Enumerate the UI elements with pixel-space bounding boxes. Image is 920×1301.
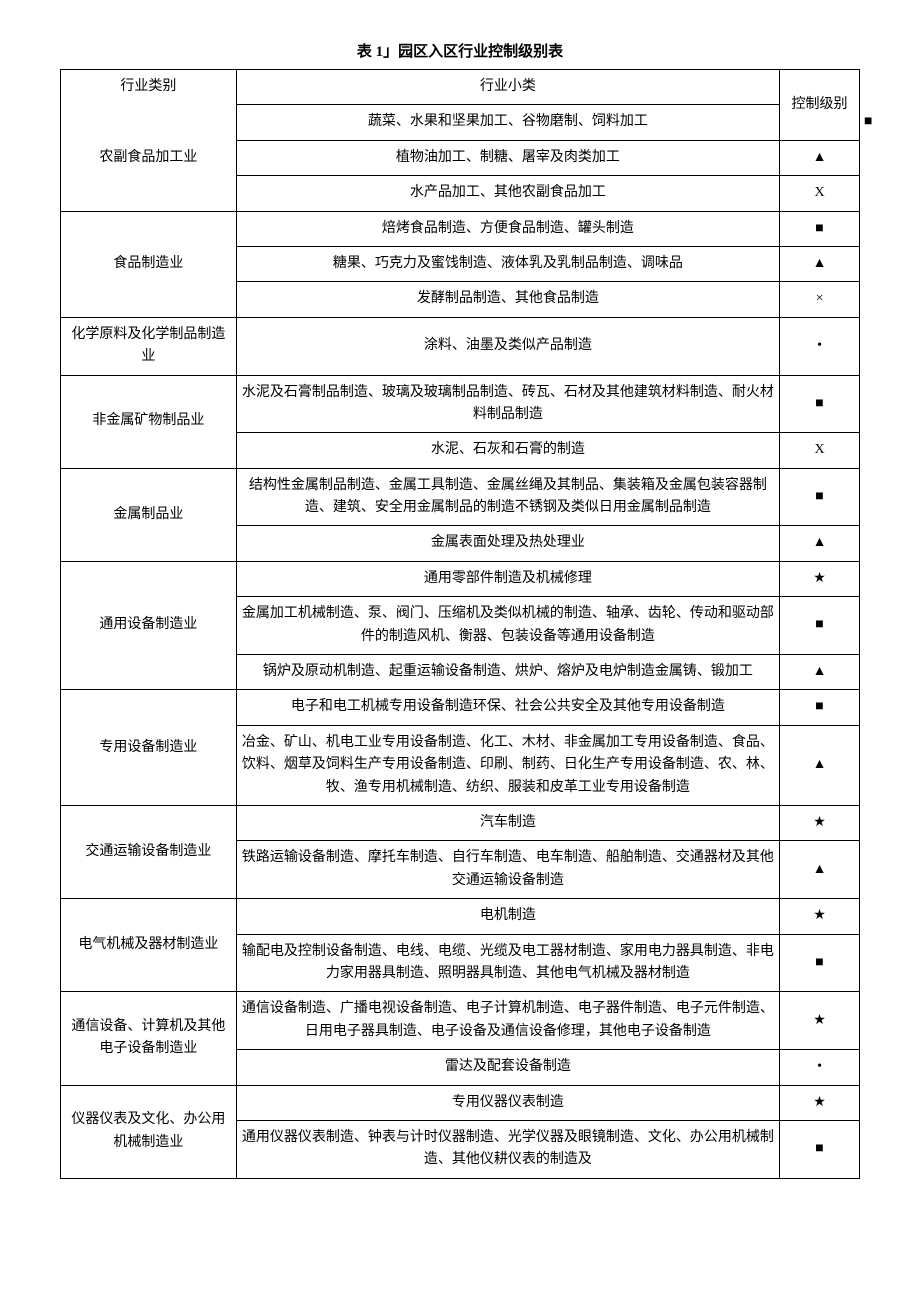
level-cell: ▲ [780, 246, 860, 281]
level-cell: × [780, 282, 860, 317]
subcategory-cell: 涂料、油墨及类似产品制造 [236, 317, 779, 375]
level-cell: ■ [780, 1120, 860, 1178]
subcategory-cell: 糖果、巧克力及蜜饯制造、液体乳及乳制品制造、调味品 [236, 246, 779, 281]
level-cell: ■ [780, 211, 860, 246]
table-row: 电气机械及器材制造业电机制造★ [61, 899, 860, 934]
category-cell: 交通运输设备制造业 [61, 805, 237, 898]
level-cell: X [780, 433, 860, 468]
level-cell: ■ [780, 597, 860, 655]
level-cell: • [780, 317, 860, 375]
table-row: 仪器仪表及文化、办公用机械制造业专用仪器仪表制造★ [61, 1085, 860, 1120]
category-cell: 食品制造业 [61, 211, 237, 317]
level-cell: ■ [780, 375, 860, 433]
subcategory-cell: 水产品加工、其他农副食品加工 [236, 176, 779, 211]
level-cell: ▲ [780, 655, 860, 690]
table-row: 化学原料及化学制品制造业涂料、油墨及类似产品制造• [61, 317, 860, 375]
subcategory-cell: 汽车制造 [236, 805, 779, 840]
table-header-row: 行业类别行业小类控制级别 [61, 70, 860, 105]
header-subcategory: 行业小类 [236, 70, 779, 105]
level-cell: • [780, 1050, 860, 1085]
category-cell: 通信设备、计算机及其他电子设备制造业 [61, 992, 237, 1085]
level-cell: ★ [780, 561, 860, 596]
subcategory-cell: 植物油加工、制糖、屠宰及肉类加工 [236, 140, 779, 175]
subcategory-cell: 水泥及石膏制品制造、玻璃及玻璃制品制造、砖瓦、石材及其他建筑材料制造、耐火材料制… [236, 375, 779, 433]
level-cell: ▲ [780, 140, 860, 175]
category-cell: 电气机械及器材制造业 [61, 899, 237, 992]
table-row: 通用设备制造业通用零部件制造及机械修理★ [61, 561, 860, 596]
subcategory-cell: 发酵制品制造、其他食品制造 [236, 282, 779, 317]
table-row: 金属制品业结构性金属制品制造、金属工具制造、金属丝绳及其制品、集装箱及金属包装容… [61, 468, 860, 526]
category-cell: 仪器仪表及文化、办公用机械制造业 [61, 1085, 237, 1178]
subcategory-cell: 输配电及控制设备制造、电线、电缆、光缆及电工器材制造、家用电力器具制造、非电力家… [236, 934, 779, 992]
level-cell: ★ [780, 899, 860, 934]
level-cell: ★ [780, 805, 860, 840]
subcategory-cell: 专用仪器仪表制造 [236, 1085, 779, 1120]
category-cell: 化学原料及化学制品制造业 [61, 317, 237, 375]
level-cell: ★ [780, 1085, 860, 1120]
subcategory-cell: 通用零部件制造及机械修理 [236, 561, 779, 596]
level-cell: X [780, 176, 860, 211]
subcategory-cell: 电子和电工机械专用设备制造环保、社会公共安全及其他专用设备制造 [236, 690, 779, 725]
level-cell: ■ [780, 468, 860, 526]
header-category: 行业类别 [61, 70, 237, 105]
subcategory-cell: 电机制造 [236, 899, 779, 934]
table-row: 交通运输设备制造业汽车制造★ [61, 805, 860, 840]
category-cell: 农副食品加工业 [61, 105, 237, 211]
table-title: 表 1」园区入区行业控制级别表 [60, 40, 860, 61]
subcategory-cell: 铁路运输设备制造、摩托车制造、自行车制造、电车制造、船舶制造、交通器材及其他交通… [236, 841, 779, 899]
subcategory-cell: 锅炉及原动机制造、起重运输设备制造、烘炉、熔炉及电炉制造金属铸、锻加工 [236, 655, 779, 690]
subcategory-cell: 通用仪器仪表制造、钟表与计时仪器制造、光学仪器及眼镜制造、文化、办公用机械制造、… [236, 1120, 779, 1178]
control-level-table: 行业类别行业小类控制级别农副食品加工业蔬菜、水果和坚果加工、谷物磨制、饲料加工■… [60, 69, 860, 1179]
table-row: 通信设备、计算机及其他电子设备制造业通信设备制造、广播电视设备制造、电子计算机制… [61, 992, 860, 1050]
level-cell: ▲ [780, 725, 860, 805]
subcategory-cell: 水泥、石灰和石膏的制造 [236, 433, 779, 468]
table-row: 食品制造业焙烤食品制造、方便食品制造、罐头制造■ [61, 211, 860, 246]
subcategory-cell: 焙烤食品制造、方便食品制造、罐头制造 [236, 211, 779, 246]
category-cell: 专用设备制造业 [61, 690, 237, 806]
subcategory-cell: 通信设备制造、广播电视设备制造、电子计算机制造、电子器件制造、电子元件制造、日用… [236, 992, 779, 1050]
subcategory-cell: 蔬菜、水果和坚果加工、谷物磨制、饲料加工 [236, 105, 779, 140]
table-row: 非金属矿物制品业水泥及石膏制品制造、玻璃及玻璃制品制造、砖瓦、石材及其他建筑材料… [61, 375, 860, 433]
subcategory-cell: 雷达及配套设备制造 [236, 1050, 779, 1085]
header-level: 控制级别 [780, 70, 860, 141]
level-cell: ■ [780, 934, 860, 992]
category-cell: 金属制品业 [61, 468, 237, 561]
table-row: 专用设备制造业电子和电工机械专用设备制造环保、社会公共安全及其他专用设备制造■ [61, 690, 860, 725]
level-cell: ▲ [780, 526, 860, 561]
subcategory-cell: 结构性金属制品制造、金属工具制造、金属丝绳及其制品、集装箱及金属包装容器制造、建… [236, 468, 779, 526]
subcategory-cell: 金属表面处理及热处理业 [236, 526, 779, 561]
category-cell: 通用设备制造业 [61, 561, 237, 690]
level-cell: ■ [780, 690, 860, 725]
subcategory-cell: 金属加工机械制造、泵、阀门、压缩机及类似机械的制造、轴承、齿轮、传动和驱动部件的… [236, 597, 779, 655]
level-cell: ▲ [780, 841, 860, 899]
subcategory-cell: 冶金、矿山、机电工业专用设备制造、化工、木材、非金属加工专用设备制造、食品、饮料… [236, 725, 779, 805]
table-row: 农副食品加工业蔬菜、水果和坚果加工、谷物磨制、饲料加工■ [61, 105, 860, 140]
category-cell: 非金属矿物制品业 [61, 375, 237, 468]
level-cell: ★ [780, 992, 860, 1050]
